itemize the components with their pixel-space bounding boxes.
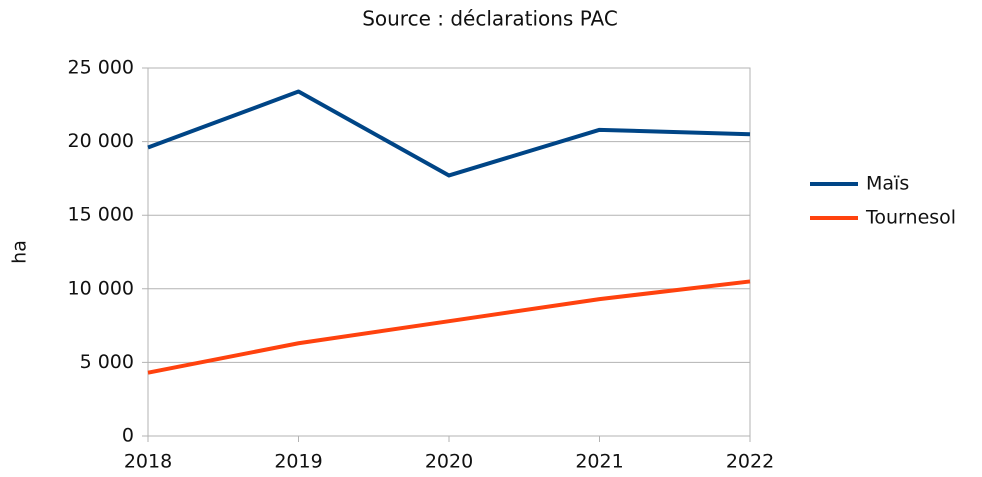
y-tick-label: 10 000: [68, 277, 134, 299]
y-tick-label: 20 000: [68, 130, 134, 152]
chart-title: Source : déclarations PAC: [362, 7, 618, 31]
x-tick-label: 2019: [274, 451, 322, 473]
x-tick-label: 2018: [124, 451, 172, 473]
plot-border: [147, 67, 751, 437]
y-tick-label: 0: [122, 425, 134, 447]
line-series: [147, 279, 751, 375]
y-tick-label: 5 000: [80, 351, 134, 373]
y-tick-label: 15 000: [68, 204, 134, 226]
x-tick-label: 2022: [726, 451, 774, 473]
line-series: [147, 89, 751, 178]
x-tick-label: 2021: [575, 451, 623, 473]
x-tick-label: 2020: [425, 451, 473, 473]
legend-label: Maïs: [866, 173, 909, 195]
y-tick-label: 25 000: [68, 57, 134, 79]
y-axis-label: ha: [9, 240, 31, 264]
legend-label: Tournesol: [865, 207, 956, 229]
